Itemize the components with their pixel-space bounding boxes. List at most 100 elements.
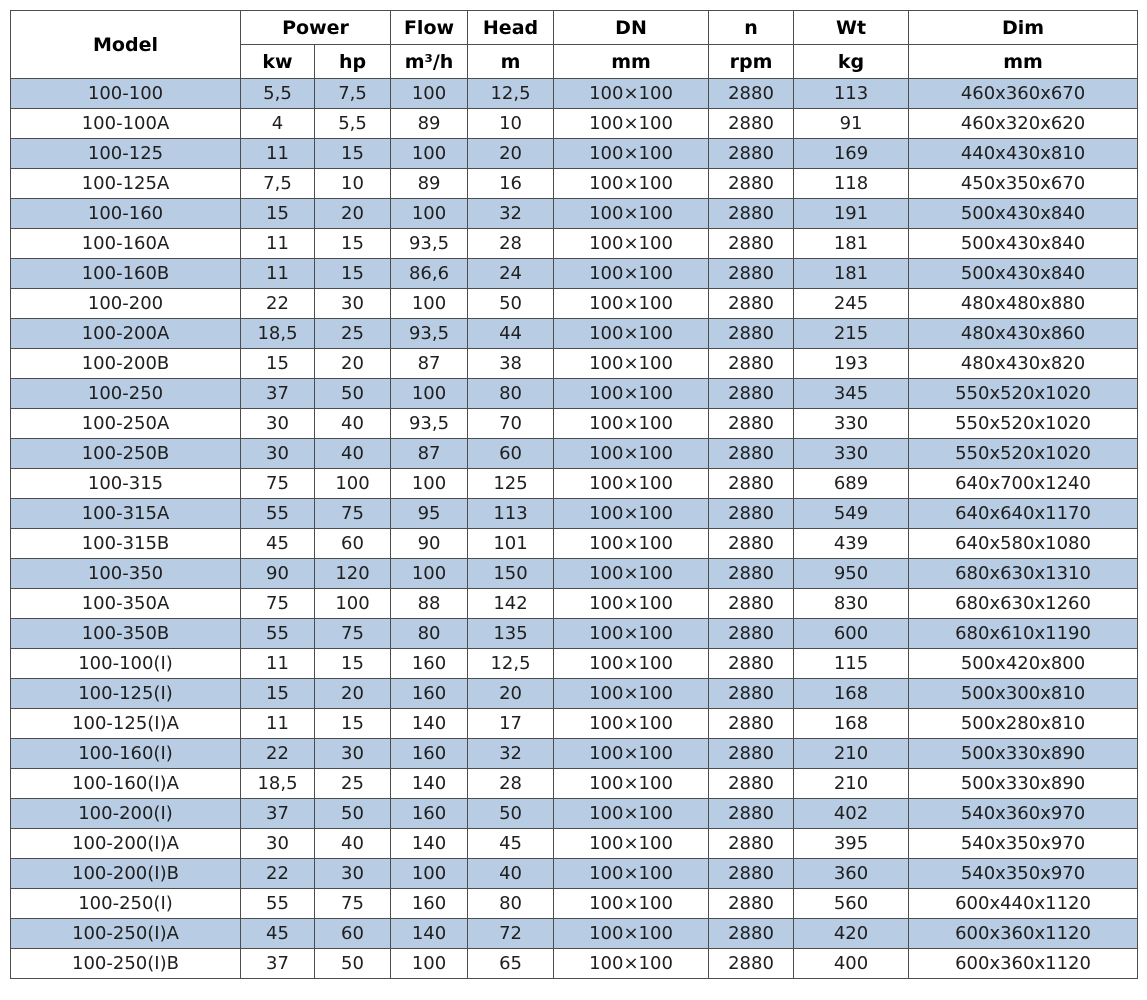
value-cell: 11 [240, 708, 315, 739]
value-cell: 100×100 [553, 738, 710, 769]
value-cell: 15 [240, 198, 315, 229]
value-cell: 100 [390, 378, 469, 409]
value-cell: 11 [240, 648, 315, 679]
value-cell: 89 [390, 108, 469, 139]
model-cell: 100-125(I)A [10, 708, 241, 739]
value-cell: 45 [467, 828, 555, 859]
model-cell: 100-160(I) [10, 738, 241, 769]
value-cell: 210 [793, 738, 910, 769]
value-cell: 640x700x1240 [908, 468, 1139, 499]
model-cell: 100-250A [10, 408, 241, 439]
value-cell: 30 [240, 438, 315, 469]
table-row: 100-160(I) 22 30 160 32 100×100 2880 210 500x330… [10, 738, 1139, 769]
value-cell: 140 [390, 918, 469, 949]
model-cell: 100-160(I)A [10, 768, 241, 799]
value-cell: 100×100 [553, 168, 710, 199]
table-row: 100-315B 45 60 90 101 100×100 2880 439 640x580x1… [10, 528, 1139, 559]
value-cell: 20 [313, 348, 392, 379]
model-cell: 100-315B [10, 528, 241, 559]
value-cell: 45 [240, 918, 315, 949]
value-cell: 600x360x1120 [908, 918, 1139, 949]
table-row: 100-100A 4 5,5 89 10 100×100 2880 91 460x320x620 [10, 108, 1139, 139]
value-cell: 80 [467, 378, 555, 409]
value-cell: 50 [313, 948, 392, 979]
value-cell: 10 [313, 168, 392, 199]
header-row-units: kw hp m³/h m mm rpm kg mm [11, 44, 1139, 79]
value-cell: 360 [793, 858, 910, 889]
col-header-weight-unit: kg [793, 44, 910, 79]
value-cell: 100×100 [553, 318, 710, 349]
value-cell: 60 [313, 918, 392, 949]
value-cell: 480x430x820 [908, 348, 1139, 379]
value-cell: 330 [793, 438, 910, 469]
value-cell: 640x580x1080 [908, 528, 1139, 559]
value-cell: 500x330x890 [908, 738, 1139, 769]
value-cell: 75 [240, 468, 315, 499]
model-cell: 100-315 [10, 468, 241, 499]
value-cell: 100×100 [553, 648, 710, 679]
model-cell: 100-160B [10, 258, 241, 289]
col-header-speed: n [708, 10, 795, 45]
value-cell: 38 [467, 348, 555, 379]
value-cell: 125 [467, 468, 555, 499]
value-cell: 480x480x880 [908, 288, 1139, 319]
value-cell: 37 [240, 798, 315, 829]
value-cell: 100×100 [553, 468, 710, 499]
col-header-power-hp: hp [313, 44, 392, 79]
value-cell: 600x360x1120 [908, 948, 1139, 979]
value-cell: 2880 [708, 228, 795, 259]
value-cell: 90 [240, 558, 315, 589]
value-cell: 30 [313, 738, 392, 769]
value-cell: 60 [467, 438, 555, 469]
value-cell: 168 [793, 708, 910, 739]
model-cell: 100-200B [10, 348, 241, 379]
value-cell: 100 [390, 78, 469, 109]
value-cell: 2880 [708, 768, 795, 799]
table-row: 100-250A 30 40 93,5 70 100×100 2880 330 550x520x… [10, 408, 1139, 439]
value-cell: 140 [390, 708, 469, 739]
value-cell: 500x430x840 [908, 258, 1139, 289]
value-cell: 100 [390, 198, 469, 229]
value-cell: 44 [467, 318, 555, 349]
value-cell: 91 [793, 108, 910, 139]
value-cell: 86,6 [390, 258, 469, 289]
model-cell: 100-100(I) [10, 648, 241, 679]
value-cell: 80 [467, 888, 555, 919]
value-cell: 500x280x810 [908, 708, 1139, 739]
value-cell: 2880 [708, 798, 795, 829]
value-cell: 142 [467, 588, 555, 619]
value-cell: 2880 [708, 168, 795, 199]
value-cell: 550x520x1020 [908, 378, 1139, 409]
value-cell: 40 [313, 828, 392, 859]
value-cell: 22 [240, 288, 315, 319]
value-cell: 120 [313, 558, 392, 589]
model-cell: 100-100 [10, 78, 241, 109]
value-cell: 100 [390, 288, 469, 319]
header-row-top: Model Power Flow Head DN n Wt Dim [10, 10, 1139, 79]
value-cell: 100×100 [553, 588, 710, 619]
model-cell: 100-250(I)B [10, 948, 241, 979]
table-row: 100-100(I) 11 15 160 12,5 100×100 2880 115 500x4… [10, 648, 1139, 679]
model-cell: 100-250(I)A [10, 918, 241, 949]
table-row: 100-200(I)B 22 30 100 40 100×100 2880 360 540x35… [10, 858, 1139, 889]
value-cell: 15 [313, 708, 392, 739]
value-cell: 15 [240, 348, 315, 379]
col-header-dim: Dim [908, 10, 1139, 45]
col-header-dn: DN [553, 10, 710, 45]
value-cell: 160 [390, 888, 469, 919]
value-cell: 72 [467, 918, 555, 949]
value-cell: 2880 [708, 378, 795, 409]
value-cell: 480x430x860 [908, 318, 1139, 349]
value-cell: 50 [313, 798, 392, 829]
value-cell: 500x430x840 [908, 198, 1139, 229]
value-cell: 550x520x1020 [908, 438, 1139, 469]
value-cell: 55 [240, 618, 315, 649]
value-cell: 2880 [708, 438, 795, 469]
value-cell: 30 [313, 858, 392, 889]
value-cell: 193 [793, 348, 910, 379]
value-cell: 2880 [708, 108, 795, 139]
value-cell: 210 [793, 768, 910, 799]
value-cell: 135 [467, 618, 555, 649]
table-row: 100-200(I) 37 50 160 50 100×100 2880 402 540x360… [10, 798, 1139, 829]
